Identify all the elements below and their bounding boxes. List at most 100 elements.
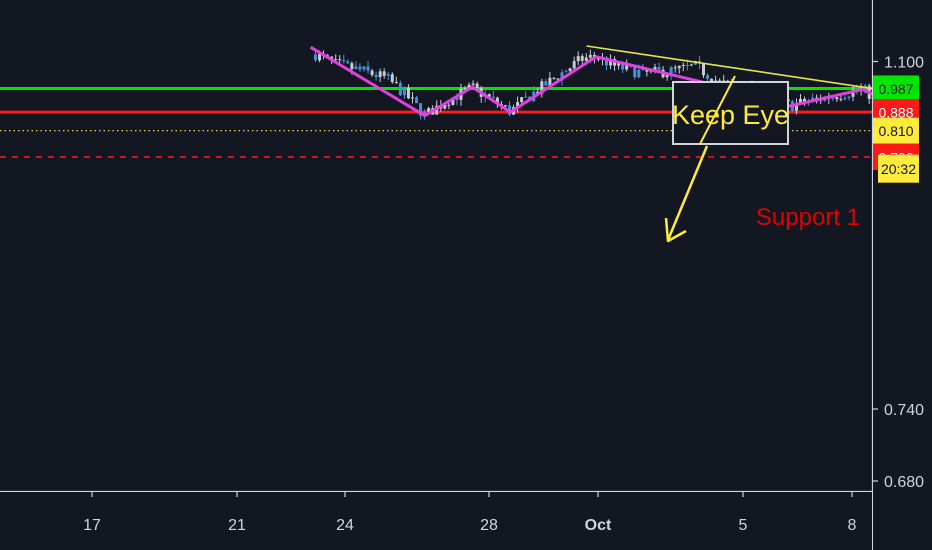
candle-body — [366, 66, 370, 71]
candle — [366, 60, 370, 74]
candle-body — [524, 96, 528, 98]
candle — [673, 64, 677, 73]
candle-body — [665, 74, 669, 78]
candle — [362, 66, 366, 72]
candle-body — [568, 68, 572, 72]
candle-body — [390, 74, 394, 82]
candle — [580, 53, 584, 64]
candle — [398, 80, 402, 97]
candle — [378, 68, 382, 83]
candle-body — [415, 97, 419, 104]
candle — [386, 71, 390, 81]
candle-body — [491, 96, 495, 98]
candle — [406, 84, 410, 100]
x-tick-label: 17 — [83, 517, 101, 534]
candle — [524, 91, 528, 98]
candle — [540, 78, 544, 98]
x-tick-label: 21 — [228, 517, 246, 534]
candle — [548, 72, 552, 87]
candle-body — [443, 104, 447, 109]
candle — [382, 68, 386, 79]
candle — [410, 92, 414, 104]
candle — [706, 73, 710, 82]
candle-body — [831, 97, 835, 99]
candle — [394, 76, 398, 84]
candle-body — [455, 97, 459, 100]
keep-eye-box — [672, 81, 789, 145]
price-tag-bg — [873, 75, 919, 102]
candle-body — [516, 102, 520, 108]
candle-body — [798, 98, 802, 104]
candle-body — [378, 71, 382, 77]
candle-body — [374, 74, 378, 77]
candle-body — [548, 77, 552, 86]
countdown-label: 20:32 — [881, 161, 916, 177]
candle — [794, 98, 798, 115]
candle-body — [609, 59, 613, 66]
candle-body — [475, 83, 479, 88]
candle — [552, 77, 556, 80]
candle-body — [362, 66, 366, 70]
candle-body — [851, 89, 855, 97]
candle-body — [467, 84, 471, 89]
candle-body — [406, 87, 410, 99]
candle-body — [471, 83, 475, 85]
candle-body — [451, 97, 455, 105]
candle-body — [689, 64, 693, 66]
candle-body — [588, 54, 592, 58]
candle-body — [847, 96, 851, 99]
price-tag-0.810: 0.810 — [873, 117, 919, 144]
candle-body — [382, 71, 386, 76]
candle — [613, 56, 617, 71]
time-scale[interactable] — [0, 492, 872, 550]
candle-body — [338, 59, 342, 61]
price-tag-0.987: 0.987 — [873, 75, 919, 102]
candle — [689, 63, 693, 67]
candle — [835, 96, 839, 103]
candle-body — [625, 64, 629, 70]
candle — [346, 59, 350, 65]
candle-body — [637, 69, 641, 78]
candle — [402, 86, 406, 99]
candle-body — [580, 56, 584, 61]
y-tick-label: 0.740 — [884, 402, 924, 419]
candle-body — [463, 88, 467, 90]
candle — [669, 65, 673, 80]
candle — [564, 69, 568, 73]
candle — [851, 86, 855, 102]
x-tick-label: 28 — [480, 517, 498, 534]
keep-eye-text: Keep Eye — [672, 100, 789, 130]
price-tag-label: 0.810 — [878, 123, 913, 139]
candle-body — [843, 98, 847, 100]
candle — [503, 105, 507, 108]
x-tick-label: Oct — [585, 517, 612, 534]
candle — [491, 90, 495, 101]
candle-body — [617, 62, 621, 66]
x-tick-label: 24 — [336, 517, 354, 534]
candle-body — [427, 108, 431, 113]
candle-body — [560, 72, 564, 80]
candle-body — [669, 67, 673, 75]
candle-body — [394, 81, 398, 84]
candle — [342, 54, 346, 64]
candle — [463, 85, 467, 91]
candle-body — [621, 62, 625, 70]
x-tick-label: 5 — [739, 517, 748, 534]
price-tag-label: 0.987 — [878, 81, 913, 97]
candle-body — [677, 65, 681, 69]
candle-body — [540, 81, 544, 94]
keep-eye-callout: Keep Eye — [672, 81, 789, 145]
candle — [516, 96, 520, 113]
candle — [370, 68, 374, 78]
candle-body — [803, 98, 807, 103]
candle — [576, 51, 580, 66]
candle-body — [552, 77, 556, 79]
candle — [415, 95, 419, 104]
candle — [338, 55, 342, 64]
candle-body — [447, 104, 451, 106]
candle-body — [346, 61, 350, 64]
